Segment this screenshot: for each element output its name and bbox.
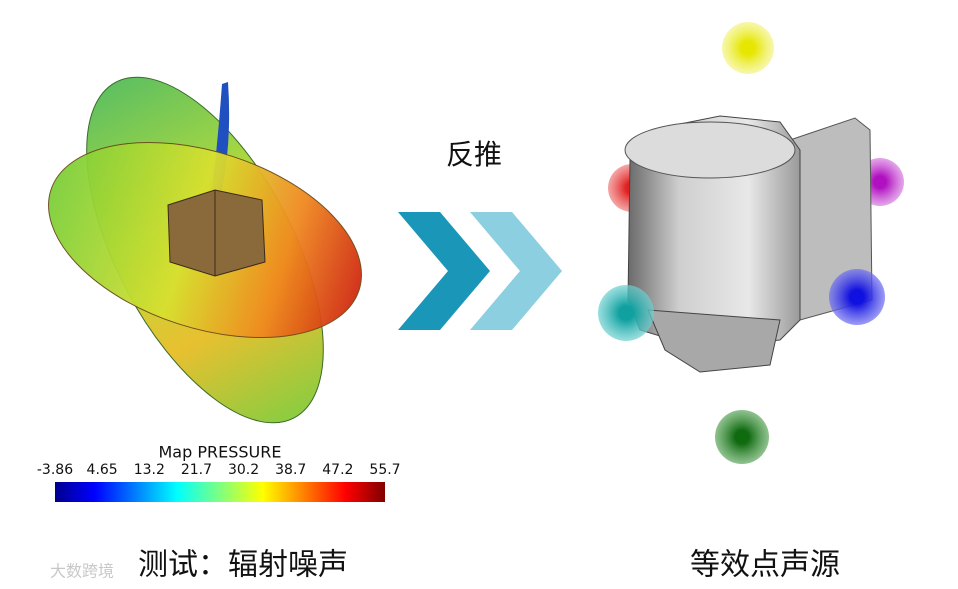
right-label: 等效点声源 <box>690 548 840 583</box>
machine-body <box>624 115 873 373</box>
body-top <box>624 121 796 179</box>
colorbar-tick-label: 38.7 <box>275 462 306 478</box>
colorbar-tick-label: 4.65 <box>87 462 118 478</box>
colorbar <box>55 482 385 502</box>
colorbar-tick-label: -3.86 <box>37 462 73 478</box>
left-label: 测试：辐射噪声 <box>138 548 348 583</box>
pressure-plot <box>48 76 362 424</box>
colorbar-title: Map PRESSURE <box>159 443 282 462</box>
chevron <box>398 212 490 330</box>
colorbar-tick-label: 47.2 <box>322 462 353 478</box>
colorbar-tick-label: 21.7 <box>181 462 212 478</box>
source-yellow <box>722 22 774 74</box>
colorbar-tick-label: 30.2 <box>228 462 259 478</box>
caption: 反推 <box>446 138 502 171</box>
test-object <box>167 189 266 277</box>
source-blue <box>829 269 885 325</box>
source-green <box>715 410 769 464</box>
colorbar-tick-label: 55.7 <box>369 462 400 478</box>
body-base <box>647 309 781 373</box>
colorbar-ticks: -3.86 4.65 13.2 21.7 30.2 38.7 47.2 55.7 <box>37 462 401 478</box>
source-cyan <box>598 285 654 341</box>
watermark: 大数跨境 <box>50 562 114 581</box>
colorbar-tick-label: 13.2 <box>134 462 165 478</box>
chevron <box>470 212 562 330</box>
